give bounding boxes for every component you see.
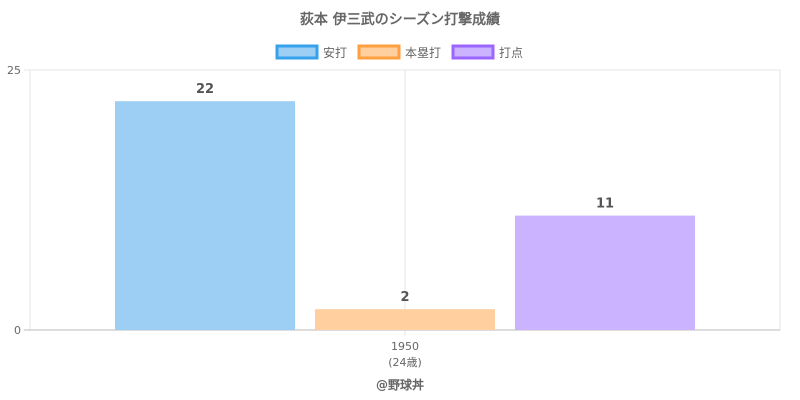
y-tick-label: 0 [14,324,21,337]
legend-label: 本塁打 [405,46,441,60]
legend-item[interactable]: 安打 [275,44,347,60]
grid-lines [29,69,781,336]
legend-item[interactable]: 本塁打 [357,44,441,60]
legend: 安打 本塁打 打点 [275,44,523,60]
legend-swatch [357,44,401,60]
legend-item[interactable]: 打点 [451,44,523,60]
data-label: 11 [596,197,614,212]
y-tick-label: 25 [7,64,21,77]
data-label: 2 [400,290,409,305]
legend-swatch [451,44,495,60]
chart-credit: @野球丼 [376,377,424,392]
chart-title: 荻本 伊三武のシーズン打撃成績 [300,11,500,28]
legend-label: 安打 [323,45,347,60]
y-axis-ticks: 0 25 [7,64,21,337]
x-tick-label: 1950 [391,340,419,353]
legend-swatch [275,44,319,60]
bar[interactable] [515,215,695,330]
legend-label: 打点 [499,46,523,60]
data-label: 22 [196,82,214,97]
x-tick-sublabel: (24歳) [388,356,422,369]
bars [115,101,695,330]
bar[interactable] [315,309,495,330]
x-axis-ticks: 1950 (24歳) [388,340,422,369]
bar[interactable] [115,101,295,330]
